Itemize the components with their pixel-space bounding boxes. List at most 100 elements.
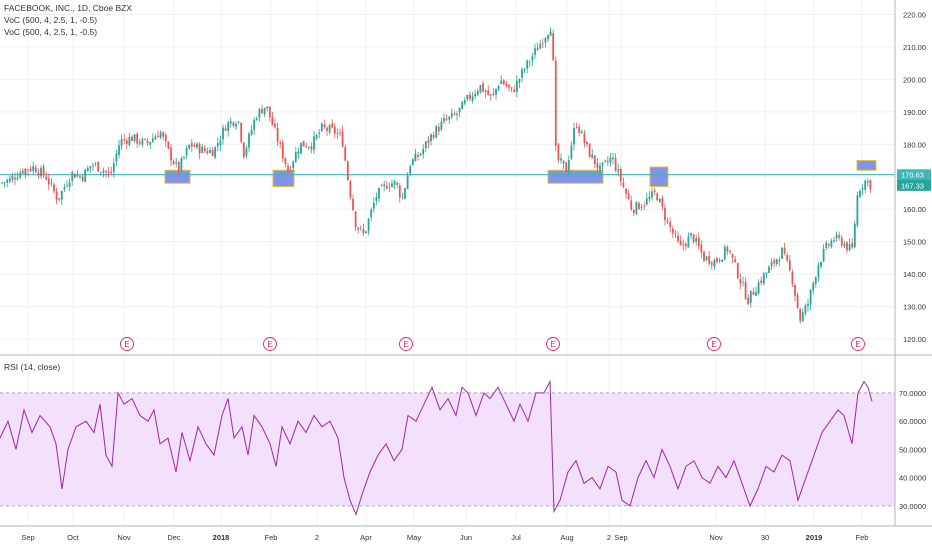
earnings-marker-circle xyxy=(707,337,721,351)
candle-body xyxy=(521,69,523,78)
candle-body xyxy=(398,185,401,198)
candle-body xyxy=(242,142,245,157)
price-tick-label: 150.00 xyxy=(903,238,926,247)
candle-body xyxy=(401,197,404,198)
candle-body xyxy=(713,259,716,267)
candle-body xyxy=(593,155,596,164)
candle-body xyxy=(349,181,352,198)
candle-body xyxy=(261,109,263,114)
x-tick-label: Jul xyxy=(511,533,521,542)
candle-body xyxy=(718,260,721,262)
candle-body xyxy=(469,94,471,99)
candle-body xyxy=(1,182,3,184)
x-tick-label: Sep xyxy=(614,533,627,542)
candle-body xyxy=(513,89,516,92)
candle-body xyxy=(201,146,204,153)
candle-body xyxy=(656,193,659,201)
candle-body xyxy=(765,272,768,275)
candle-body xyxy=(492,93,495,95)
candle-body xyxy=(227,122,230,132)
symbol-legend[interactable]: FACEBOOK, INC., 1D, Cboe BZX xyxy=(4,3,133,13)
candle-body xyxy=(450,112,453,118)
candle-body xyxy=(783,248,786,254)
candle-body xyxy=(471,96,474,101)
candle-body xyxy=(58,198,61,200)
candle-body xyxy=(562,160,565,164)
candle-body xyxy=(614,157,617,171)
candle-body xyxy=(838,235,841,238)
candle-body xyxy=(34,167,37,173)
candle-body xyxy=(586,141,588,145)
candle-body xyxy=(801,312,804,321)
candle-body xyxy=(539,43,542,49)
candle-body xyxy=(107,172,110,174)
candle-body xyxy=(81,176,84,181)
candle-body xyxy=(391,183,393,188)
candle-body xyxy=(825,242,828,249)
price-tick-label: 220.00 xyxy=(903,10,926,19)
candle-body xyxy=(138,141,141,144)
candle-body xyxy=(687,236,690,248)
consolidation-zone xyxy=(649,166,669,187)
rsi-line xyxy=(0,379,873,516)
candle-body xyxy=(534,48,536,55)
candle-body xyxy=(190,143,193,147)
candle-body xyxy=(609,157,612,163)
consolidation-zone xyxy=(272,169,295,187)
x-tick-label: Apr xyxy=(360,533,372,542)
candle-body xyxy=(557,144,560,161)
candle-body xyxy=(232,122,235,126)
candle-body xyxy=(365,231,367,234)
candle-body xyxy=(440,121,443,131)
candle-body xyxy=(245,148,248,156)
candle-body xyxy=(196,143,198,148)
candle-body xyxy=(294,152,297,163)
voc-legend-2[interactable]: VoC (500, 4, 2.5, 1, -0.5) xyxy=(4,27,98,37)
candle-body xyxy=(76,174,79,177)
candle-body xyxy=(24,168,27,175)
candle-body xyxy=(157,135,159,138)
candle-body xyxy=(869,180,872,190)
candle-body xyxy=(864,180,867,190)
price-tick-label: 210.00 xyxy=(903,43,926,52)
voc-legend-1[interactable]: VoC (500, 4, 2.5, 1, -0.5) xyxy=(4,15,98,25)
candle-body xyxy=(266,106,269,109)
candle-body xyxy=(131,136,133,141)
candle-body xyxy=(385,185,388,189)
axes: Sep Oct Nov Dec 2018 Feb 2 Apr May Jun Jul Aug 2 Sep N… xyxy=(0,0,932,542)
candle-body xyxy=(853,223,856,248)
candle-body xyxy=(630,200,633,210)
candle-body xyxy=(734,259,737,262)
candle-body xyxy=(560,158,562,161)
candle-body xyxy=(541,43,544,45)
earnings-marker-circle xyxy=(399,337,413,351)
candle-body xyxy=(37,172,40,176)
candle-body xyxy=(638,203,640,210)
candle-body xyxy=(216,143,219,147)
candle-body xyxy=(414,153,417,162)
candle-body xyxy=(809,290,812,305)
candle-body xyxy=(305,146,308,148)
candle-body xyxy=(859,190,861,197)
candle-body xyxy=(674,232,677,234)
candle-body xyxy=(549,31,552,36)
price-tick-label: 200.00 xyxy=(903,75,926,84)
candle-body xyxy=(328,125,331,133)
candle-body xyxy=(505,83,508,87)
candle-body xyxy=(268,106,271,118)
candle-body xyxy=(297,151,300,154)
candle-body xyxy=(27,169,29,171)
rsi-legend[interactable]: RSI (14, close) xyxy=(4,362,61,372)
candle-body xyxy=(671,228,674,234)
candle-body xyxy=(752,291,755,295)
candle-body xyxy=(357,227,360,230)
earnings-marker-label: E xyxy=(403,340,408,349)
candle-body xyxy=(648,196,651,200)
candle-body xyxy=(144,138,146,140)
candle-body xyxy=(510,87,513,89)
earnings-marker-label: E xyxy=(124,340,129,349)
candle-body xyxy=(378,188,380,199)
